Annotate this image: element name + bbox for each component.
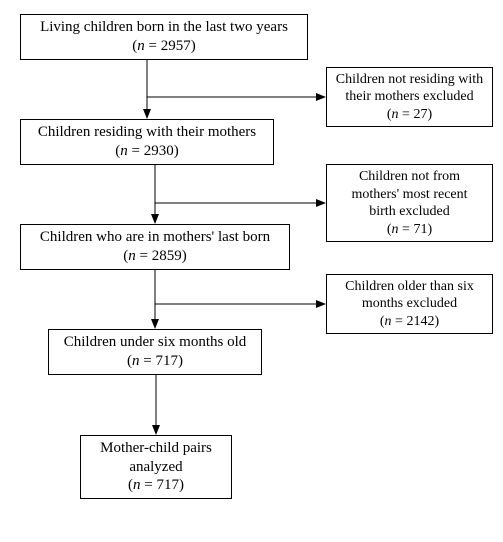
flow-node-e3: Children older than six months excluded(… (326, 274, 493, 334)
flow-node-e2: Children not from mothers' most recent b… (326, 164, 493, 242)
node-n: (n = 717) (128, 476, 184, 495)
node-n: (n = 2142) (380, 313, 439, 331)
node-n-value: 2957 (161, 38, 191, 54)
node-n: (n = 717) (127, 352, 183, 371)
node-n: (n = 2957) (132, 37, 195, 56)
node-n: (n = 71) (387, 221, 432, 239)
node-label: Living children born in the last two yea… (40, 18, 288, 37)
node-n-value: 717 (156, 477, 179, 493)
flow-node-b2: Children residing with their mothers(n =… (20, 119, 274, 165)
flow-node-b1: Living children born in the last two yea… (20, 14, 308, 60)
node-label: Children older than six months excluded (345, 278, 474, 313)
node-n: (n = 27) (387, 106, 432, 124)
node-n-value: 2859 (152, 248, 182, 264)
node-label: Children residing with their mothers (38, 123, 256, 142)
node-label: Children under six months old (64, 333, 247, 352)
node-label: Mother-child pairs analyzed (100, 439, 212, 477)
node-n: (n = 2930) (115, 142, 178, 161)
flow-node-b3: Children who are in mothers' last born(n… (20, 224, 290, 270)
node-n: (n = 2859) (123, 247, 186, 266)
node-n-value: 717 (155, 353, 178, 369)
flow-node-e1: Children not residing with their mothers… (326, 67, 493, 127)
flow-node-b5: Mother-child pairs analyzed(n = 717) (80, 435, 232, 499)
node-n-value: 27 (413, 107, 427, 122)
flow-node-b4: Children under six months old(n = 717) (48, 329, 262, 375)
node-n-value: 71 (413, 222, 427, 237)
node-label: Children not residing with their mothers… (336, 71, 483, 106)
flowchart-canvas: Living children born in the last two yea… (10, 10, 493, 532)
node-n-value: 2142 (406, 314, 434, 329)
node-label: Children who are in mothers' last born (40, 228, 270, 247)
node-label: Children not from mothers' most recent b… (351, 168, 467, 221)
node-n-value: 2930 (144, 143, 174, 159)
